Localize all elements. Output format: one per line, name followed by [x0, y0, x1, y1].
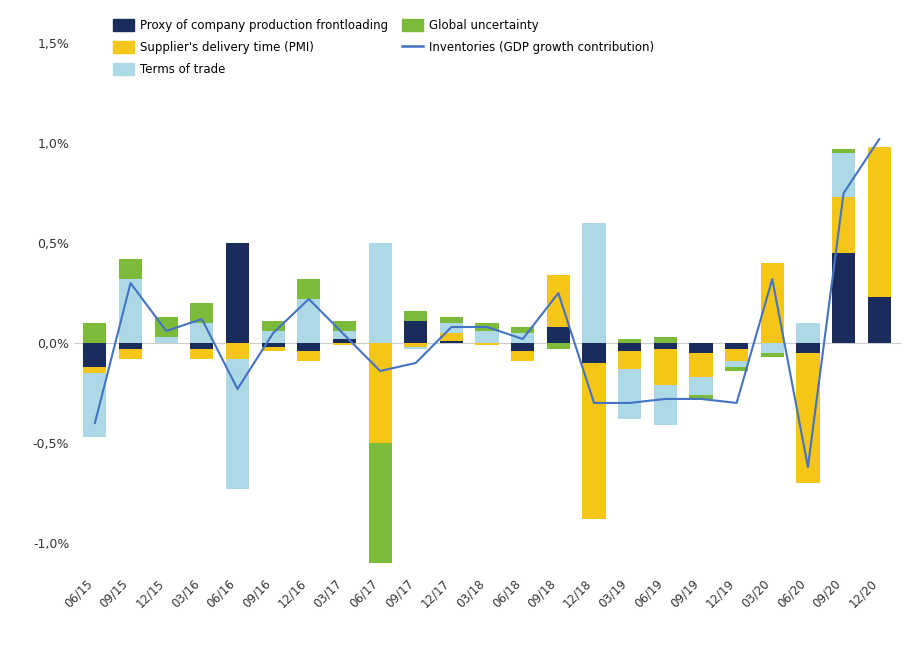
Bar	[84, 323, 107, 343]
Bar	[618, 351, 641, 369]
Bar	[226, 359, 249, 489]
Bar	[369, 443, 391, 563]
Bar	[547, 343, 570, 349]
Bar	[653, 343, 677, 349]
Bar	[404, 311, 427, 321]
Bar	[297, 351, 321, 361]
Bar	[832, 153, 856, 197]
Bar	[297, 343, 321, 351]
Bar	[653, 385, 677, 425]
Bar	[689, 343, 712, 353]
Bar	[583, 223, 606, 343]
Bar	[475, 343, 499, 345]
Bar	[689, 353, 712, 377]
Bar	[832, 149, 856, 153]
Bar	[84, 373, 107, 437]
Bar	[226, 343, 249, 359]
Bar	[547, 275, 570, 327]
Bar	[154, 317, 177, 337]
Bar	[797, 353, 820, 483]
Bar	[262, 331, 285, 343]
Bar	[262, 347, 285, 351]
Bar	[725, 367, 748, 371]
Bar	[119, 259, 142, 279]
Bar	[404, 343, 427, 347]
Bar	[868, 297, 891, 343]
Bar	[689, 395, 712, 399]
Bar	[262, 321, 285, 331]
Bar	[190, 323, 213, 343]
Bar	[832, 253, 856, 343]
Bar	[262, 343, 285, 347]
Bar	[154, 337, 177, 343]
Bar	[297, 299, 321, 343]
Bar	[547, 327, 570, 343]
Bar	[297, 279, 321, 299]
Bar	[333, 339, 356, 343]
Bar	[119, 343, 142, 349]
Bar	[653, 349, 677, 385]
Bar	[797, 343, 820, 353]
Bar	[333, 321, 356, 331]
Bar	[618, 343, 641, 351]
Bar	[583, 343, 606, 363]
Legend: Proxy of company production frontloading, Supplier's delivery time (PMI), Terms : Proxy of company production frontloading…	[112, 19, 654, 76]
Bar	[797, 323, 820, 343]
Bar	[868, 147, 891, 297]
Bar	[689, 377, 712, 395]
Bar	[511, 351, 534, 361]
Bar	[583, 363, 606, 519]
Bar	[618, 339, 641, 343]
Bar	[725, 343, 748, 349]
Bar	[761, 353, 784, 357]
Bar	[369, 343, 391, 443]
Bar	[190, 343, 213, 349]
Bar	[119, 349, 142, 359]
Bar	[333, 343, 356, 345]
Bar	[190, 349, 213, 359]
Bar	[475, 331, 499, 343]
Bar	[226, 243, 249, 343]
Bar	[761, 263, 784, 343]
Bar	[84, 367, 107, 373]
Bar	[119, 279, 142, 343]
Bar	[761, 343, 784, 353]
Bar	[440, 341, 463, 343]
Bar	[440, 323, 463, 333]
Bar	[404, 347, 427, 349]
Bar	[190, 303, 213, 323]
Bar	[440, 317, 463, 323]
Bar	[84, 343, 107, 367]
Bar	[832, 197, 856, 253]
Bar	[511, 327, 534, 333]
Bar	[511, 343, 534, 351]
Bar	[725, 349, 748, 361]
Bar	[653, 337, 677, 343]
Bar	[475, 323, 499, 331]
Bar	[618, 369, 641, 419]
Bar	[333, 331, 356, 339]
Bar	[511, 333, 534, 343]
Bar	[369, 243, 391, 343]
Bar	[404, 321, 427, 343]
Bar	[725, 361, 748, 367]
Bar	[440, 333, 463, 341]
